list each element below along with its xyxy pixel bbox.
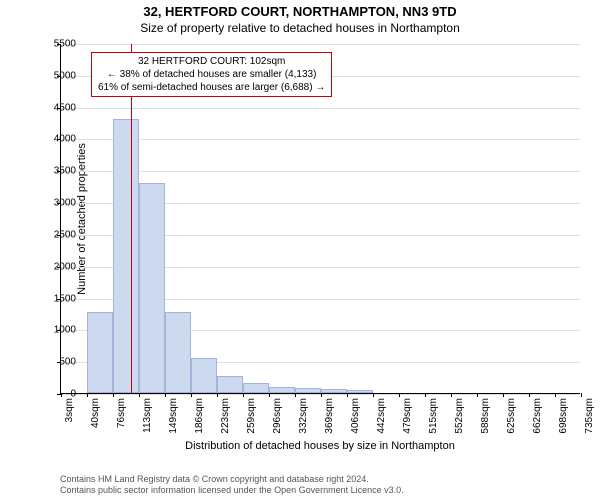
xtick-label: 76sqm [116,398,127,438]
ytick-label: 5500 [36,39,76,50]
xtick-mark [555,393,556,397]
xtick-mark [269,393,270,397]
xtick-label: 369sqm [324,398,335,438]
xtick-label: 662sqm [532,398,543,438]
histogram-bar [139,183,165,393]
xtick-label: 149sqm [168,398,179,438]
ytick-label: 1000 [36,325,76,336]
xtick-label: 259sqm [246,398,257,438]
xtick-mark [503,393,504,397]
xtick-mark [243,393,244,397]
xtick-mark [581,393,582,397]
histogram-bar [321,389,347,393]
xtick-mark [321,393,322,397]
ytick-label: 4000 [36,134,76,145]
ytick-label: 3500 [36,166,76,177]
xtick-label: 40sqm [90,398,101,438]
gridline [61,44,580,45]
annotation-line3: 61% of semi-detached houses are larger (… [98,81,325,94]
footer-line2: Contains public sector information licen… [60,485,580,496]
xtick-mark [165,393,166,397]
histogram-bar [347,390,373,393]
xtick-label: 698sqm [558,398,569,438]
footer-line1: Contains HM Land Registry data © Crown c… [60,474,580,485]
plot-area: 32 HERTFORD COURT: 102sqm← 38% of detach… [60,44,580,394]
histogram-bar [87,312,113,393]
gridline [61,139,580,140]
title-line2: Size of property relative to detached ho… [0,21,600,35]
histogram-bar [243,383,269,393]
ytick-label: 1500 [36,293,76,304]
xtick-mark [113,393,114,397]
histogram-bar [113,119,139,393]
xtick-mark [87,393,88,397]
xtick-mark [451,393,452,397]
xtick-label: 588sqm [480,398,491,438]
xtick-mark [139,393,140,397]
histogram-bar [269,387,295,393]
xtick-label: 552sqm [454,398,465,438]
xtick-label: 515sqm [428,398,439,438]
x-axis-label: Distribution of detached houses by size … [60,440,580,452]
xtick-mark [295,393,296,397]
xtick-mark [529,393,530,397]
xtick-label: 113sqm [142,398,153,438]
xtick-mark [399,393,400,397]
xtick-label: 406sqm [350,398,361,438]
ytick-label: 3000 [36,198,76,209]
ytick-label: 4500 [36,102,76,113]
gridline [61,108,580,109]
xtick-label: 3sqm [64,398,75,438]
annotation-line2: ← 38% of detached houses are smaller (4,… [98,68,325,81]
xtick-label: 625sqm [506,398,517,438]
footer-attribution: Contains HM Land Registry data © Crown c… [60,474,580,496]
ytick-label: 2500 [36,229,76,240]
xtick-label: 332sqm [298,398,309,438]
xtick-label: 442sqm [376,398,387,438]
title-line1: 32, HERTFORD COURT, NORTHAMPTON, NN3 9TD [0,4,600,19]
ytick-label: 2000 [36,261,76,272]
xtick-label: 735sqm [584,398,595,438]
xtick-mark [477,393,478,397]
xtick-label: 296sqm [272,398,283,438]
ytick-label: 5000 [36,70,76,81]
ytick-label: 500 [36,357,76,368]
chart-figure: 32, HERTFORD COURT, NORTHAMPTON, NN3 9TD… [0,0,600,500]
histogram-bar [295,388,321,393]
xtick-mark [373,393,374,397]
annotation-line1: 32 HERTFORD COURT: 102sqm [98,55,325,68]
histogram-bar [191,358,217,393]
annotation-box: 32 HERTFORD COURT: 102sqm← 38% of detach… [91,52,332,97]
xtick-mark [347,393,348,397]
title-block: 32, HERTFORD COURT, NORTHAMPTON, NN3 9TD… [0,4,600,35]
gridline [61,171,580,172]
histogram-bar [217,376,243,393]
xtick-label: 223sqm [220,398,231,438]
xtick-label: 186sqm [194,398,205,438]
xtick-label: 479sqm [402,398,413,438]
xtick-mark [191,393,192,397]
xtick-mark [217,393,218,397]
xtick-mark [425,393,426,397]
histogram-bar [165,312,191,393]
